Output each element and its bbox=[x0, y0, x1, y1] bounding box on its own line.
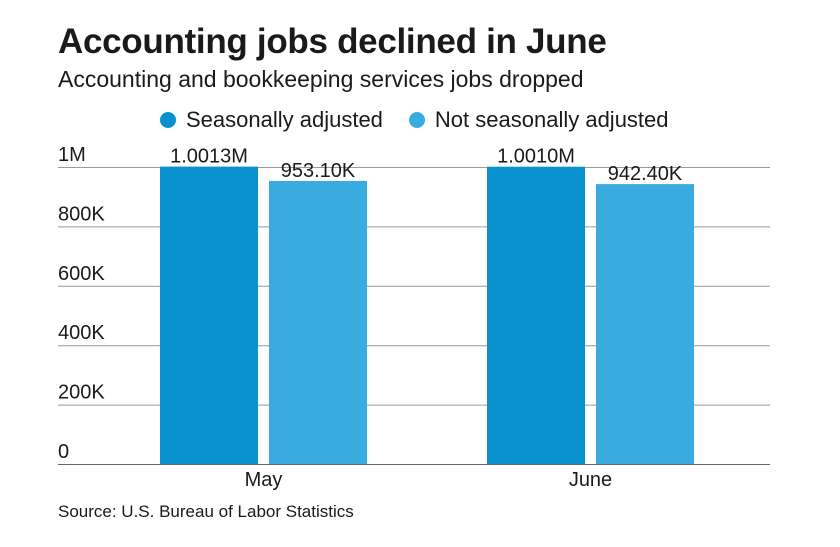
data-label: 1.0013M bbox=[170, 146, 248, 168]
y-tick-label: 200K bbox=[58, 382, 105, 404]
x-tick-label: May bbox=[245, 469, 283, 491]
legend-swatch-seasonally-adjusted bbox=[160, 112, 176, 128]
bar bbox=[160, 166, 258, 465]
x-axis-labels: May June bbox=[245, 469, 613, 491]
y-tick-label: 0 bbox=[58, 441, 69, 463]
data-labels: 1.0013M 953.10K 1.0010M 942.40K bbox=[170, 146, 683, 185]
data-label: 942.40K bbox=[608, 163, 683, 185]
y-tick-label: 600K bbox=[58, 263, 105, 285]
legend-label-not-seasonally-adjusted: Not seasonally adjusted bbox=[434, 107, 669, 132]
data-label: 953.10K bbox=[281, 160, 356, 182]
legend: Seasonally adjusted Not seasonally adjus… bbox=[160, 106, 695, 134]
x-tick-label: June bbox=[569, 469, 612, 491]
legend-item-seasonally-adjusted: Seasonally adjusted bbox=[160, 107, 383, 133]
bar bbox=[269, 180, 367, 464]
legend-item-not-seasonally-adjusted: Not seasonally adjusted bbox=[408, 107, 669, 133]
bars bbox=[160, 166, 694, 465]
legend-label-seasonally-adjusted: Seasonally adjusted bbox=[186, 107, 383, 132]
chart-subtitle: Accounting and bookkeeping services jobs… bbox=[58, 66, 584, 92]
bar bbox=[487, 166, 585, 464]
data-label: 1.0010M bbox=[497, 146, 575, 168]
y-tick-label: 1M bbox=[58, 144, 86, 166]
y-axis-labels: 0 200K 400K 600K 800K 1M bbox=[58, 144, 105, 463]
bar bbox=[596, 184, 694, 465]
y-tick-label: 400K bbox=[58, 322, 105, 344]
chart-title: Accounting jobs declined in June bbox=[58, 22, 607, 61]
y-tick-label: 800K bbox=[58, 203, 105, 225]
source-note: Source: U.S. Bureau of Labor Statistics bbox=[58, 502, 354, 521]
legend-swatch-not-seasonally-adjusted bbox=[408, 112, 425, 128]
